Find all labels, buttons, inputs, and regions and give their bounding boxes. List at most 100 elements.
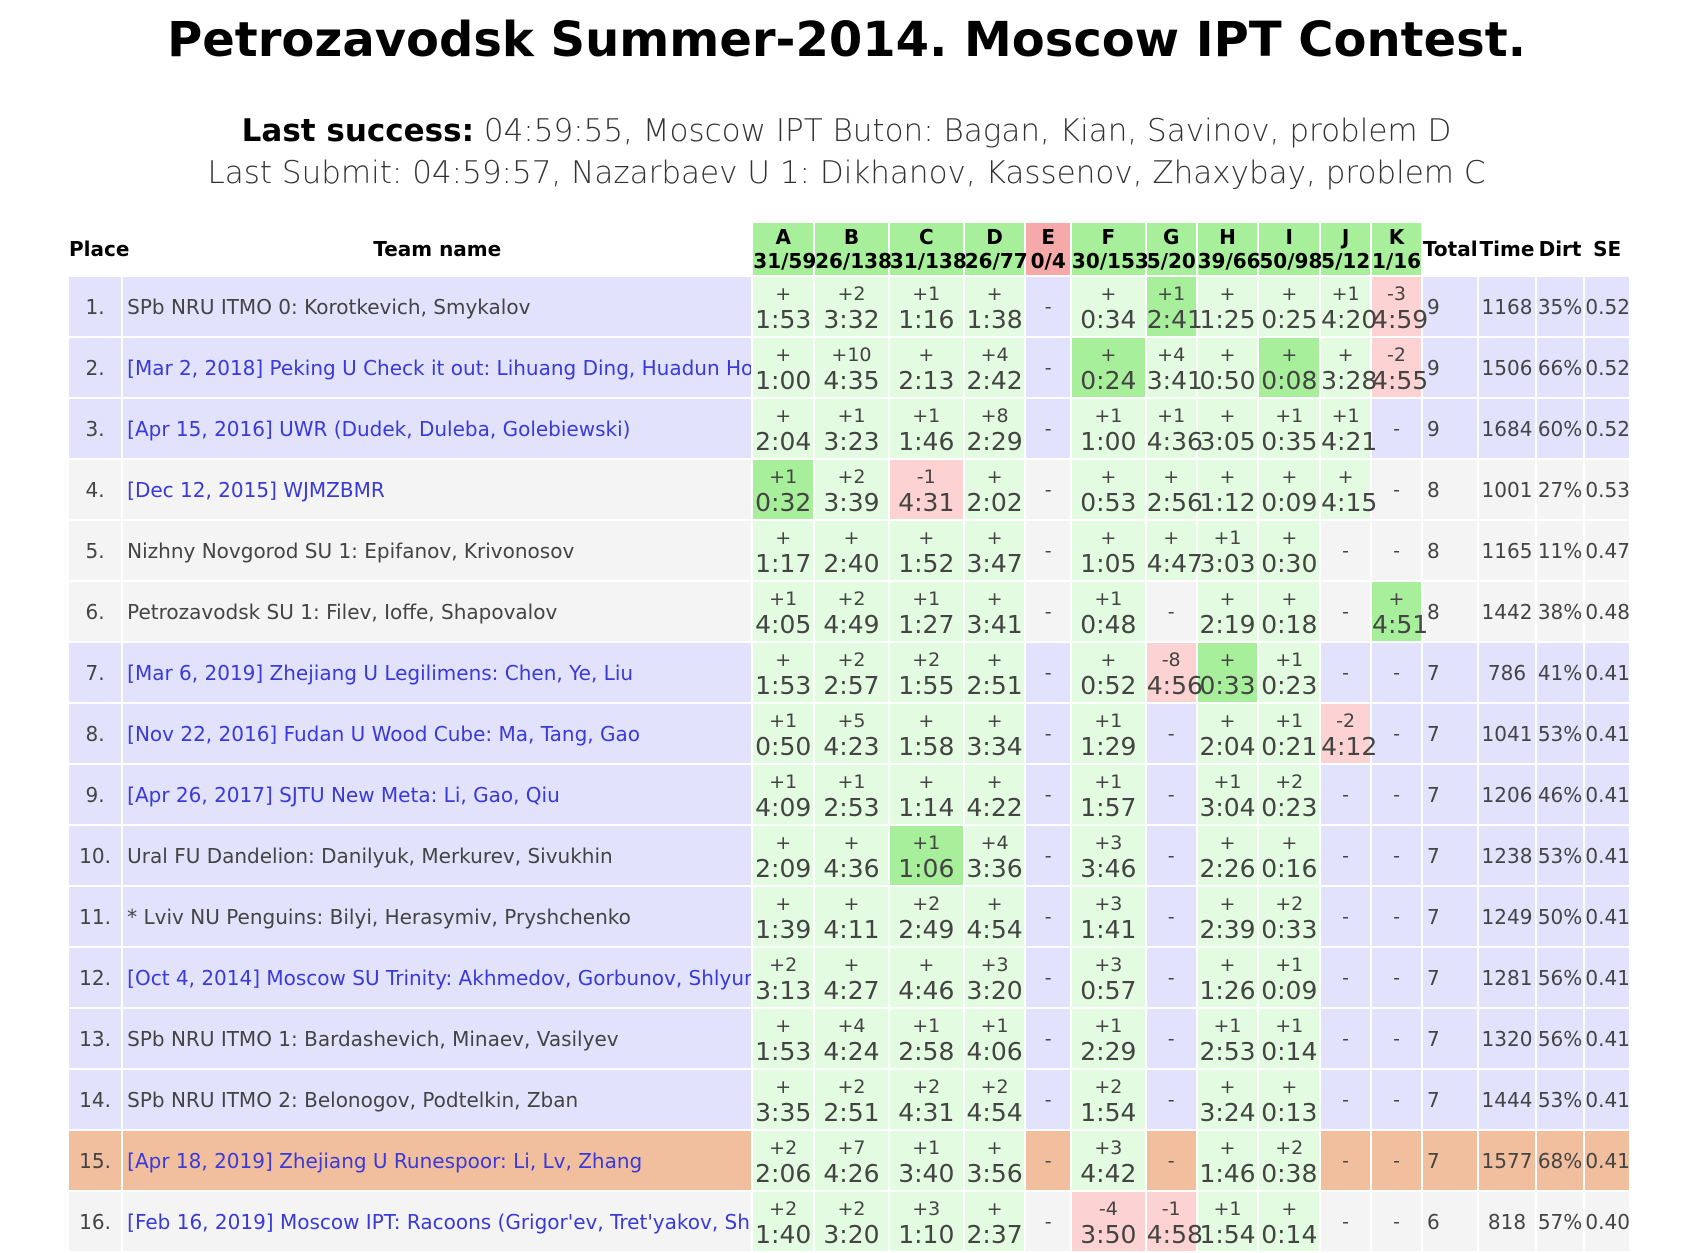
result-attempts: - <box>1167 905 1175 928</box>
result-attempts: + <box>1100 343 1117 366</box>
row-time: 1281 <box>1479 948 1535 1007</box>
team-name-link[interactable]: [Nov 22, 2016] Fudan U Wood Cube: Ma, Ta… <box>127 721 640 746</box>
team-name-link[interactable]: [Mar 6, 2019] Zhejiang U Legilimens: Che… <box>127 660 634 685</box>
team-name-link[interactable]: [Apr 18, 2019] Zhejiang U Runespoor: Li,… <box>127 1148 643 1173</box>
row-team[interactable]: [Mar 6, 2019] Zhejiang U Legilimens: Che… <box>123 643 752 702</box>
result-time: 3:28 <box>1321 365 1378 395</box>
result-time: 2:04 <box>755 426 812 456</box>
row-team[interactable]: [Mar 2, 2018] Peking U Check it out: Lih… <box>123 338 752 397</box>
header-time[interactable]: Time <box>1479 237 1535 261</box>
result-attempts: - <box>1167 1027 1175 1050</box>
result-time: 0:23 <box>1261 670 1318 700</box>
row-total: 9 <box>1422 399 1478 458</box>
team-name-link[interactable]: [Apr 15, 2016] UWR (Dudek, Duleba, Goleb… <box>127 416 631 441</box>
row-place: 4. <box>69 460 122 519</box>
result-cell-b: +10 4:35 <box>815 338 888 397</box>
result-cell-k: - <box>1372 1009 1421 1068</box>
result-time: 3:41 <box>1146 365 1203 395</box>
result-attempts: -3 <box>1387 282 1406 305</box>
result-cell-d: +2:37 <box>964 1192 1025 1251</box>
result-cell-e: - <box>1026 826 1070 885</box>
header-problem-h[interactable]: H 39/66 <box>1197 223 1261 275</box>
header-problem-d[interactable]: D 26/77 <box>964 223 1028 275</box>
result-attempts: - <box>1393 966 1400 989</box>
result-cell-g: - <box>1146 887 1196 946</box>
result-cell-a: +1:53 <box>753 643 814 702</box>
header-place[interactable]: Place <box>69 237 130 261</box>
result-attempts: +1 <box>1213 770 1242 793</box>
row-team[interactable]: [Oct 4, 2014] Moscow SU Trinity: Akhmedo… <box>123 948 752 1007</box>
header-se[interactable]: SE <box>1593 237 1622 261</box>
result-cell-j: - <box>1321 1131 1371 1190</box>
result-attempts: +3 <box>980 953 1009 976</box>
result-attempts: - <box>1167 1149 1175 1172</box>
row-place: 9. <box>69 765 122 824</box>
team-name-link[interactable]: [Apr 26, 2017] SJTU New Meta: Li, Gao, Q… <box>127 782 560 807</box>
result-time: 2:37 <box>966 1219 1023 1249</box>
row-total: 6 <box>1422 1192 1478 1251</box>
header-problem-i[interactable]: I 50/98 <box>1259 223 1322 275</box>
row-team[interactable]: [Apr 26, 2017] SJTU New Meta: Li, Gao, Q… <box>123 765 752 824</box>
result-attempts: + <box>1219 343 1236 366</box>
header-problem-g[interactable]: G 5/20 <box>1146 223 1196 275</box>
row-team[interactable]: [Dec 12, 2015] WJMZBMR <box>123 460 752 519</box>
result-attempts: - <box>1044 1149 1052 1172</box>
row-dirt: 56% <box>1536 948 1584 1007</box>
team-name-link[interactable]: [Mar 2, 2018] Peking U Check it out: Lih… <box>127 355 752 380</box>
problem-letter: K <box>1388 225 1405 249</box>
result-attempts: - <box>1044 600 1052 623</box>
result-time: 0:13 <box>1261 1097 1318 1127</box>
header-problem-a[interactable]: A 31/59 <box>753 223 816 275</box>
row-dirt: 11% <box>1536 521 1584 580</box>
result-cell-a: +1:17 <box>753 521 814 580</box>
header-problem-e[interactable]: E 0/4 <box>1026 223 1070 275</box>
row-dirt: 57% <box>1536 1192 1584 1251</box>
header-dirt[interactable]: Dirt <box>1538 237 1582 261</box>
standings-body: 1. SPb NRU ITMO 0: Korotkevich, Smykalov +… <box>69 277 1630 1251</box>
header-problem-k[interactable]: K 1/16 <box>1372 223 1421 275</box>
result-attempts: - <box>1393 417 1400 440</box>
header-problem-c[interactable]: C 31/138 <box>889 223 967 275</box>
header-team[interactable]: Team name <box>373 237 502 261</box>
result-time: 4:46 <box>898 975 955 1005</box>
result-time: 0:38 <box>1261 1158 1318 1188</box>
row-se: 0.52 <box>1585 277 1630 336</box>
result-attempts: - <box>1044 905 1052 928</box>
row-team[interactable]: [Feb 16, 2019] Moscow IPT: Racoons (Grig… <box>123 1192 752 1251</box>
result-time: 3:20 <box>823 1219 880 1249</box>
header-problem-f[interactable]: F 30/153 <box>1071 223 1149 275</box>
result-attempts: - <box>1044 844 1052 867</box>
header-problem-j[interactable]: J 5/12 <box>1321 223 1370 275</box>
result-attempts: - <box>1342 844 1350 867</box>
result-cell-g: - <box>1146 826 1196 885</box>
team-name-link[interactable]: [Dec 12, 2015] WJMZBMR <box>127 477 385 502</box>
table-row: 1. SPb NRU ITMO 0: Korotkevich, Smykalov +… <box>69 277 1630 336</box>
header-problem-b[interactable]: B 26/138 <box>815 223 892 275</box>
team-name-link[interactable]: [Oct 4, 2014] Moscow SU Trinity: Akhmedo… <box>127 965 752 990</box>
row-team: Ural FU Dandelion: Danilyuk, Merkurev, S… <box>123 826 752 885</box>
row-team[interactable]: [Apr 15, 2016] UWR (Dudek, Duleba, Goleb… <box>123 399 752 458</box>
result-cell-f: -4 3:50 <box>1071 1192 1145 1251</box>
header-total[interactable]: Total <box>1422 237 1478 261</box>
result-time: 4:49 <box>823 609 880 639</box>
result-cell-b: +2:40 <box>815 521 888 580</box>
row-team[interactable]: [Nov 22, 2016] Fudan U Wood Cube: Ma, Ta… <box>123 704 752 763</box>
result-time: 2:56 <box>1146 487 1203 517</box>
result-time: 4:47 <box>1146 548 1203 578</box>
result-cell-h: +1 3:03 <box>1197 521 1258 580</box>
row-time: 1001 <box>1479 460 1535 519</box>
row-dirt: 53% <box>1536 704 1584 763</box>
result-attempts: +5 <box>837 709 866 732</box>
result-cell-b: +2 3:39 <box>815 460 888 519</box>
team-name: SPb NRU ITMO 2: Belonogov, Podtelkin, Zb… <box>127 1087 579 1112</box>
result-attempts: - <box>1044 417 1052 440</box>
result-attempts: - <box>1342 966 1350 989</box>
team-name-link[interactable]: [Feb 16, 2019] Moscow IPT: Racoons (Grig… <box>127 1209 751 1234</box>
result-time: 4:09 <box>755 792 812 822</box>
row-total: 7 <box>1422 1070 1478 1129</box>
row-team[interactable]: [Apr 18, 2019] Zhejiang U Runespoor: Li,… <box>123 1131 752 1190</box>
result-cell-a: +3:35 <box>753 1070 814 1129</box>
result-time: 0:50 <box>1199 365 1256 395</box>
result-cell-b: +4:36 <box>815 826 888 885</box>
problem-letter: G <box>1162 225 1180 249</box>
